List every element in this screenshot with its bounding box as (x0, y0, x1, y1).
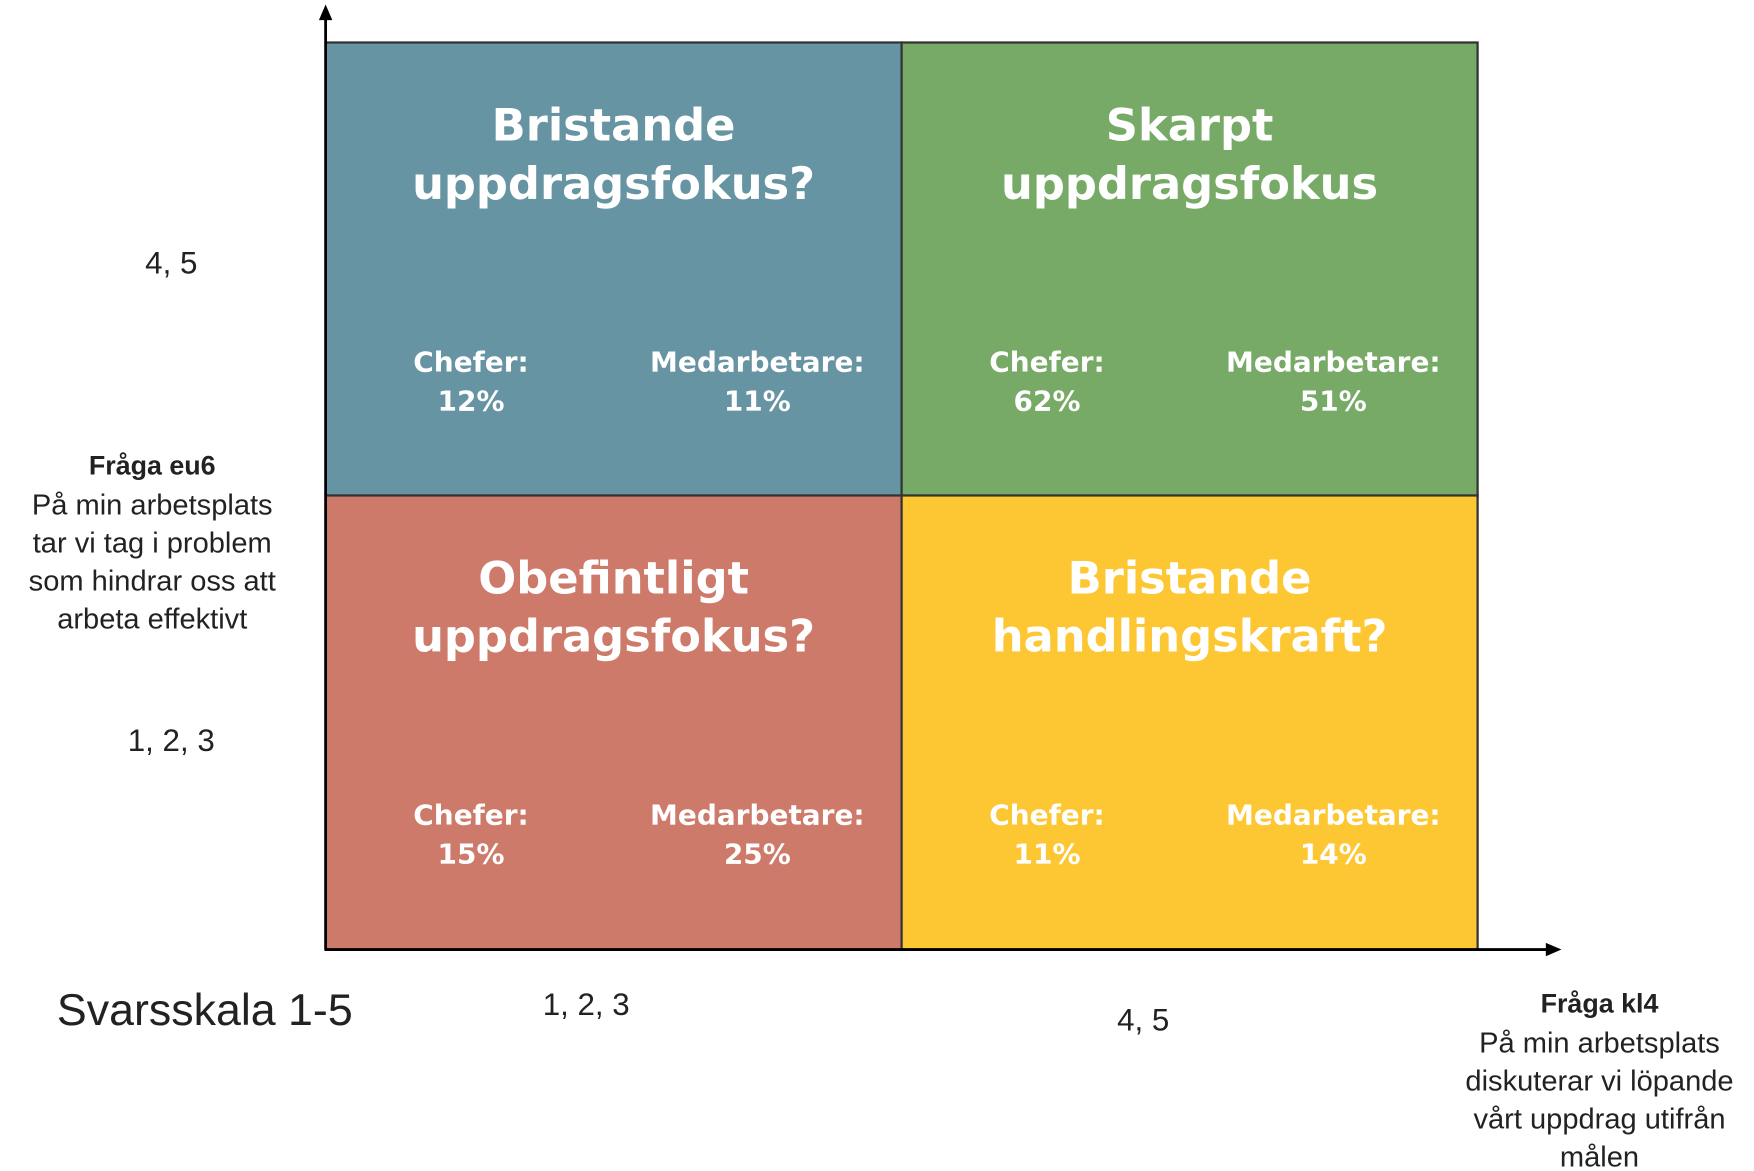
x-description: vårt uppdrag utifrån (1473, 1103, 1725, 1135)
y-arrow (318, 4, 333, 21)
quadrant (324, 494, 903, 951)
quadrant-title: Obefintligt (478, 552, 749, 605)
y-title: Fråga eu6 (89, 451, 216, 481)
scale-label: Svarsskala 1-5 (57, 986, 353, 1035)
y-description: som hindrar oss att (29, 565, 276, 597)
x-description: målen (1560, 1141, 1639, 1171)
quadrant-title: handlingskraft? (992, 610, 1388, 663)
group-value: 12% (438, 385, 505, 418)
x-description: På min arbetsplats (1479, 1027, 1720, 1059)
group-label: Chefer: (413, 345, 528, 378)
quadrant-title: Bristande (492, 99, 736, 152)
group-label: Medarbetare: (650, 345, 865, 378)
quadrant-title: uppdragsfokus? (412, 157, 815, 210)
quadrant-title: Skarpt (1106, 99, 1274, 152)
y-low: 1, 2, 3 (128, 723, 215, 758)
y-description: På min arbetsplats (32, 489, 273, 521)
y-high: 4, 5 (145, 245, 197, 280)
quadrant (324, 41, 903, 498)
group-value: 14% (1300, 838, 1367, 871)
quadrant-title: Bristande (1068, 552, 1312, 605)
group-label: Chefer: (413, 798, 528, 831)
group-value: 51% (1300, 385, 1367, 418)
group-value: 62% (1014, 385, 1081, 418)
quadrant (900, 494, 1479, 951)
y-description: tar vi tag i problem (33, 527, 272, 559)
quadrant-title: uppdragsfokus? (412, 610, 815, 663)
x-arrow (1545, 942, 1562, 957)
group-label: Chefer: (989, 798, 1104, 831)
group-label: Medarbetare: (1226, 345, 1441, 378)
x-low: 1, 2, 3 (543, 987, 630, 1022)
group-value: 11% (1014, 838, 1081, 871)
group-label: Medarbetare: (1226, 798, 1441, 831)
x-title: Fråga kl4 (1541, 989, 1659, 1019)
x-description: diskuterar vi löpande (1465, 1065, 1733, 1097)
quadrant-title: uppdragsfokus (1001, 157, 1378, 210)
y-description: arbeta effektivt (57, 603, 247, 635)
group-label: Medarbetare: (650, 798, 865, 831)
x-high: 4, 5 (1117, 1003, 1169, 1038)
quadrant (900, 41, 1479, 498)
group-value: 11% (724, 385, 791, 418)
group-label: Chefer: (989, 345, 1104, 378)
group-value: 15% (438, 838, 505, 871)
group-value: 25% (724, 838, 791, 871)
